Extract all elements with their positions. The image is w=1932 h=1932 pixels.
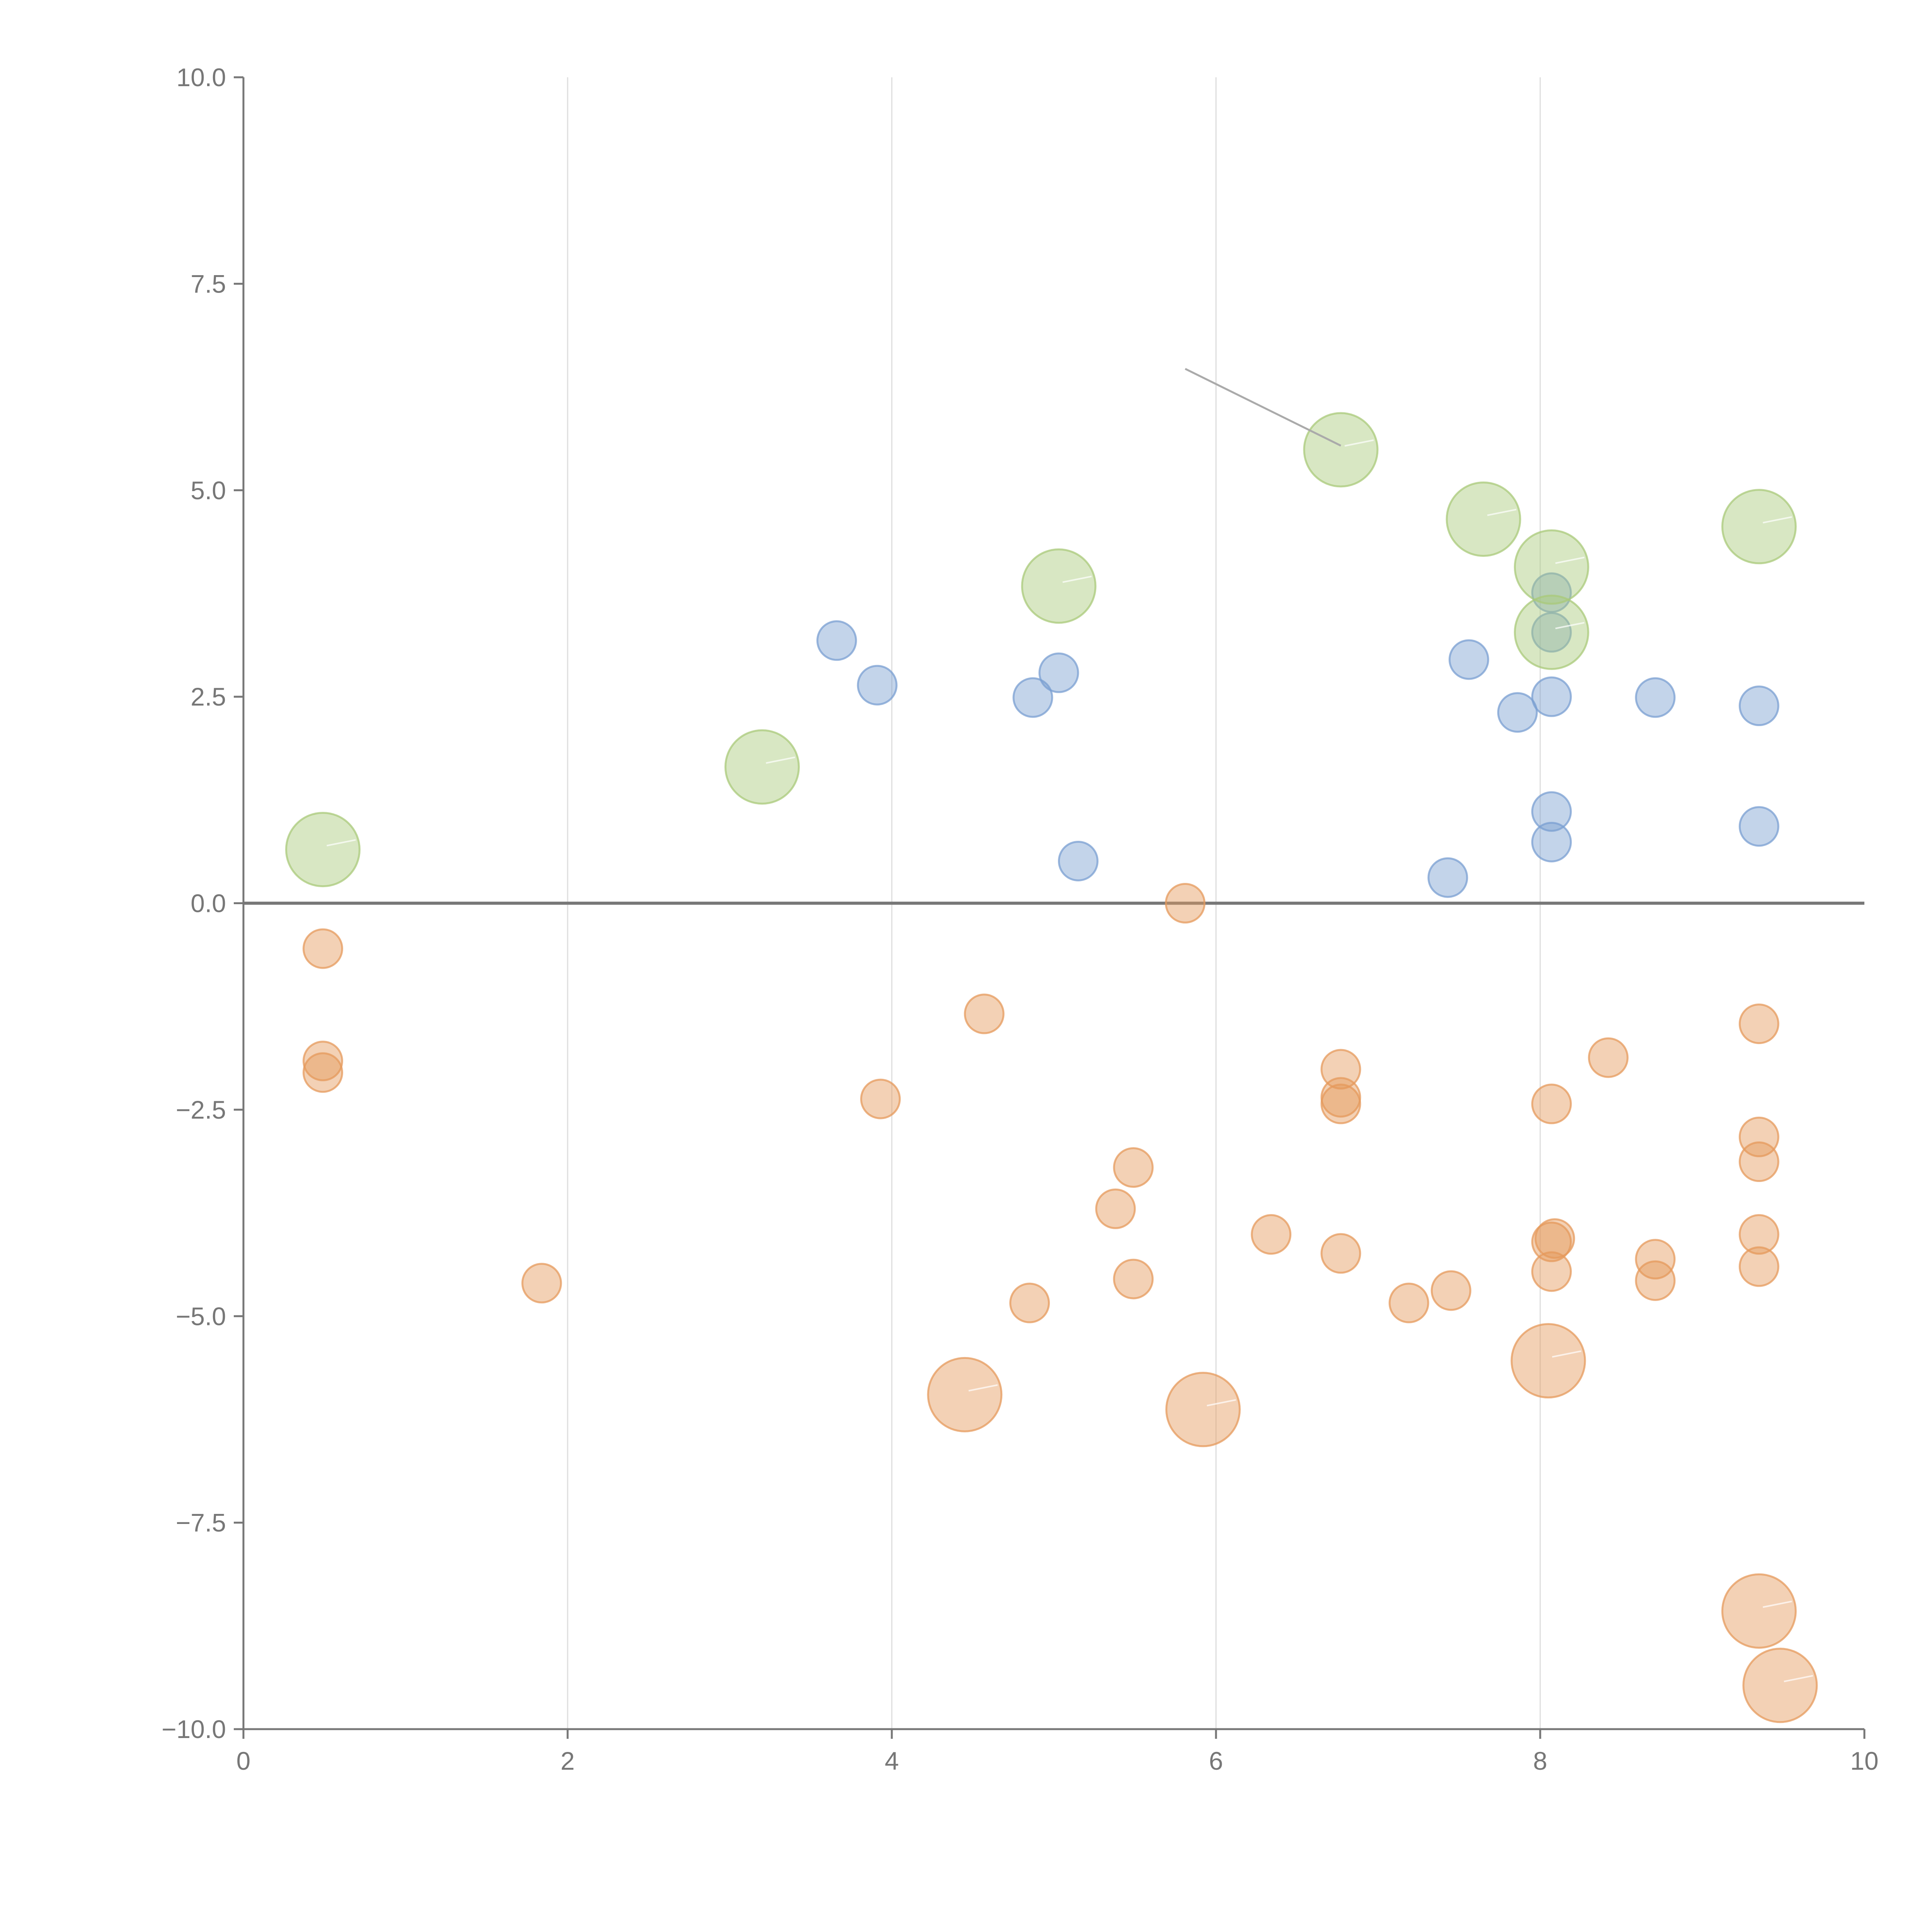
blue-point-0 xyxy=(816,620,857,661)
orange-point-13 xyxy=(1251,1214,1292,1255)
annotation-leader-line xyxy=(1185,368,1342,447)
orange-point-26 xyxy=(1635,1239,1676,1280)
blue-point-13 xyxy=(1635,677,1676,718)
x-tick-label: 8 xyxy=(1533,1747,1548,1775)
orange-point-25 xyxy=(1588,1037,1629,1078)
orange-point-mark xyxy=(1552,1350,1582,1358)
blue-point-12 xyxy=(1531,821,1572,862)
y-tick-label: −7.5 xyxy=(176,1509,226,1537)
axes xyxy=(242,77,1864,1730)
orange-point-27 xyxy=(1635,1260,1676,1301)
annotations xyxy=(1185,368,1342,447)
green-point-mark xyxy=(1062,575,1092,583)
x-tick-label: 4 xyxy=(885,1747,899,1775)
blue-point-10 xyxy=(1531,676,1572,717)
y-tick-label: −10.0 xyxy=(162,1715,226,1743)
green-point-2 xyxy=(1021,548,1097,624)
blue-point-3 xyxy=(1038,652,1079,693)
x-tick-label: 10 xyxy=(1850,1747,1878,1775)
orange-point-mark xyxy=(1207,1399,1236,1406)
blue-point-7 xyxy=(1497,692,1538,733)
orange-point-18 xyxy=(1388,1282,1429,1323)
orange-point-34 xyxy=(1742,1648,1818,1723)
y-tick-label: 5.0 xyxy=(190,476,226,505)
orange-point-17 xyxy=(1320,1233,1361,1274)
orange-point-10 xyxy=(1113,1259,1154,1299)
orange-point-22 xyxy=(1534,1218,1575,1259)
x-tick-label: 2 xyxy=(561,1747,575,1775)
green-point-mark xyxy=(327,839,356,847)
green-point-0 xyxy=(285,812,361,888)
blue-point-14 xyxy=(1738,685,1779,726)
green-point-6 xyxy=(1514,594,1589,670)
green-point-3 xyxy=(1303,412,1379,488)
orange-point-0 xyxy=(303,928,344,969)
orange-point-4 xyxy=(860,1078,901,1119)
green-point-1 xyxy=(724,729,800,805)
orange-point-1 xyxy=(303,1041,344,1082)
green-point-7 xyxy=(1721,489,1797,565)
blue-point-15 xyxy=(1738,806,1779,847)
orange-point-14 xyxy=(1320,1049,1361,1090)
blue-point-9 xyxy=(1531,612,1572,653)
orange-point-mark xyxy=(1762,1600,1792,1608)
y-tick-label: 7.5 xyxy=(190,269,226,298)
y-tick-label: 2.5 xyxy=(190,682,226,711)
blue-point-5 xyxy=(1427,857,1468,898)
orange-point-23 xyxy=(1531,1251,1572,1292)
green-point-5 xyxy=(1514,529,1589,605)
y-tick-label: 0.0 xyxy=(190,889,226,918)
y-tick-label: −5.0 xyxy=(176,1302,226,1330)
orange-point-24 xyxy=(1510,1323,1586,1399)
green-point-mark xyxy=(766,756,795,764)
green-point-4 xyxy=(1446,481,1521,557)
orange-point-9 xyxy=(1113,1147,1154,1188)
green-point-mark xyxy=(1555,556,1585,564)
orange-point-21 xyxy=(1531,1221,1572,1262)
green-point-mark xyxy=(1487,509,1517,516)
blue-point-11 xyxy=(1531,791,1572,832)
orange-point-6 xyxy=(927,1357,1003,1432)
orange-point-28 xyxy=(1738,1003,1779,1044)
orange-point-33 xyxy=(1721,1573,1797,1649)
data-points xyxy=(285,412,1818,1723)
orange-point-16 xyxy=(1320,1083,1361,1124)
y-tick-label: 10.0 xyxy=(177,63,226,92)
orange-point-19 xyxy=(1430,1270,1471,1311)
blue-point-6 xyxy=(1448,639,1489,680)
orange-point-32 xyxy=(1738,1246,1779,1287)
orange-point-11 xyxy=(1165,883,1206,923)
orange-point-20 xyxy=(1531,1083,1572,1124)
orange-point-31 xyxy=(1738,1214,1779,1255)
orange-point-2 xyxy=(303,1052,344,1093)
green-point-mark xyxy=(1555,622,1585,629)
green-point-mark xyxy=(1344,439,1374,447)
orange-point-mark xyxy=(968,1384,998,1392)
x-tick-label: 0 xyxy=(236,1747,251,1775)
orange-point-12 xyxy=(1165,1372,1241,1447)
blue-point-2 xyxy=(1012,677,1053,718)
y-tick-label: −2.5 xyxy=(176,1095,226,1124)
orange-point-8 xyxy=(1095,1188,1136,1229)
orange-point-30 xyxy=(1738,1141,1779,1182)
orange-point-5 xyxy=(964,993,1005,1034)
orange-point-mark xyxy=(1784,1675,1813,1682)
orange-point-3 xyxy=(521,1263,562,1304)
green-point-mark xyxy=(1762,516,1792,524)
tick-labels: 0 2 4 6 8 10 10.0 7.5 5.0 2.5 0.0 −2.5 −5.0 −7.5 −10.0 xyxy=(162,63,1879,1775)
blue-point-4 xyxy=(1058,840,1099,881)
orange-point-7 xyxy=(1009,1282,1050,1323)
orange-point-29 xyxy=(1738,1116,1779,1157)
x-tick-label: 6 xyxy=(1209,1747,1223,1775)
blue-point-1 xyxy=(857,665,898,706)
